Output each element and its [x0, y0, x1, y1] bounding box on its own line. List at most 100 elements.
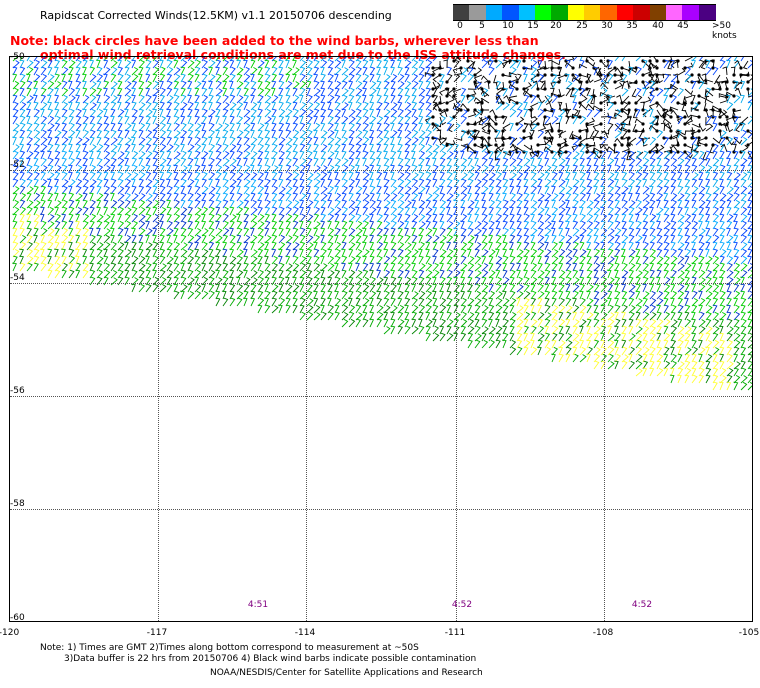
wind-barb	[628, 346, 636, 356]
wind-barb	[656, 207, 664, 216]
wind-barb	[187, 179, 195, 188]
wind-barb	[390, 150, 397, 160]
wind-barb	[453, 185, 459, 195]
wind-barb	[593, 213, 599, 223]
wind-barb	[621, 332, 627, 342]
wind-barb	[327, 178, 333, 188]
wind-barb	[593, 227, 600, 237]
wind-barb	[222, 151, 230, 160]
wind-barb	[404, 220, 410, 230]
wind-barb	[663, 199, 669, 209]
wind-barb	[747, 213, 752, 223]
wind-barb	[26, 143, 32, 153]
wind-barb	[320, 248, 327, 258]
wind-barb	[481, 199, 487, 209]
wind-barb	[649, 234, 657, 244]
wind-barb	[558, 234, 566, 244]
wind-barb	[740, 353, 746, 363]
wind-barb	[446, 262, 453, 272]
wind-barb	[103, 228, 111, 237]
wind-barb	[446, 143, 454, 153]
wind-barb	[635, 165, 643, 174]
wind-barb	[726, 227, 731, 237]
wind-barb	[208, 94, 214, 104]
wind-barb	[481, 59, 489, 69]
wind-barb	[662, 111, 672, 118]
wind-barb	[460, 319, 468, 328]
wind-barb	[691, 80, 697, 90]
wind-barb	[208, 290, 215, 300]
wind-barb	[404, 269, 410, 279]
wind-barb	[579, 137, 588, 146]
wind-barb	[103, 136, 110, 146]
wind-barb	[628, 200, 636, 209]
wind-barb	[481, 270, 489, 279]
wind-barb	[565, 290, 571, 300]
wind-barb	[145, 109, 153, 118]
wind-barb	[446, 227, 453, 237]
wind-barb	[194, 143, 202, 153]
contamination-dot	[725, 115, 729, 119]
wind-barb	[452, 57, 462, 62]
wind-barb	[698, 290, 703, 300]
wind-barb	[208, 157, 215, 167]
wind-barb	[313, 290, 318, 300]
wind-barb	[292, 304, 298, 314]
contamination-dot	[599, 108, 603, 112]
wind-barb	[719, 241, 725, 251]
wind-barb	[82, 108, 87, 118]
wind-barb	[516, 305, 524, 314]
wind-barb	[271, 178, 278, 188]
wind-barb	[747, 60, 752, 69]
wind-barb	[82, 269, 89, 279]
wind-barb	[439, 151, 447, 160]
wind-barb	[691, 325, 697, 335]
legend-label: 35	[626, 21, 638, 31]
wind-barb	[418, 171, 425, 181]
wind-barb	[33, 227, 39, 237]
wind-barb	[635, 270, 643, 279]
wind-barb	[75, 165, 83, 174]
wind-barb	[152, 269, 157, 279]
wind-barb	[145, 80, 153, 90]
wind-barb	[313, 172, 321, 181]
wind-barb	[432, 270, 440, 279]
wind-barb	[719, 269, 726, 279]
wind-barb	[621, 339, 627, 349]
wind-barb	[341, 234, 347, 244]
contamination-dot	[536, 122, 540, 126]
wind-barb	[271, 171, 278, 181]
wind-barb	[460, 283, 465, 293]
wind-barb	[180, 122, 187, 132]
contamination-dot	[718, 115, 722, 119]
wind-barb	[236, 185, 241, 195]
wind-barb	[348, 220, 354, 230]
wind-barb	[663, 332, 671, 342]
wind-barb	[418, 122, 424, 132]
wind-barb	[180, 129, 188, 139]
wind-barb	[383, 115, 390, 125]
wind-barb	[110, 150, 117, 160]
wind-barb	[117, 206, 125, 216]
wind-barb	[271, 108, 277, 118]
wind-barb	[194, 57, 199, 62]
wind-barb	[264, 150, 270, 160]
wind-barb	[320, 57, 326, 62]
wind-barb	[558, 207, 566, 216]
wind-barb	[278, 143, 284, 153]
wind-barb	[250, 115, 256, 125]
wind-barb	[278, 57, 282, 62]
wind-barb	[684, 144, 694, 149]
wind-barb	[264, 87, 271, 97]
wind-barb	[334, 311, 340, 321]
latitude-label: -50	[10, 52, 25, 62]
wind-barb	[593, 326, 601, 335]
wind-barb	[523, 206, 529, 216]
wind-barb	[362, 150, 369, 160]
wind-barb	[278, 234, 286, 244]
wind-barb	[656, 346, 663, 356]
wind-barb	[131, 241, 137, 251]
wind-barb	[180, 207, 188, 216]
wind-barb	[117, 213, 122, 223]
wind-barb	[54, 73, 60, 83]
